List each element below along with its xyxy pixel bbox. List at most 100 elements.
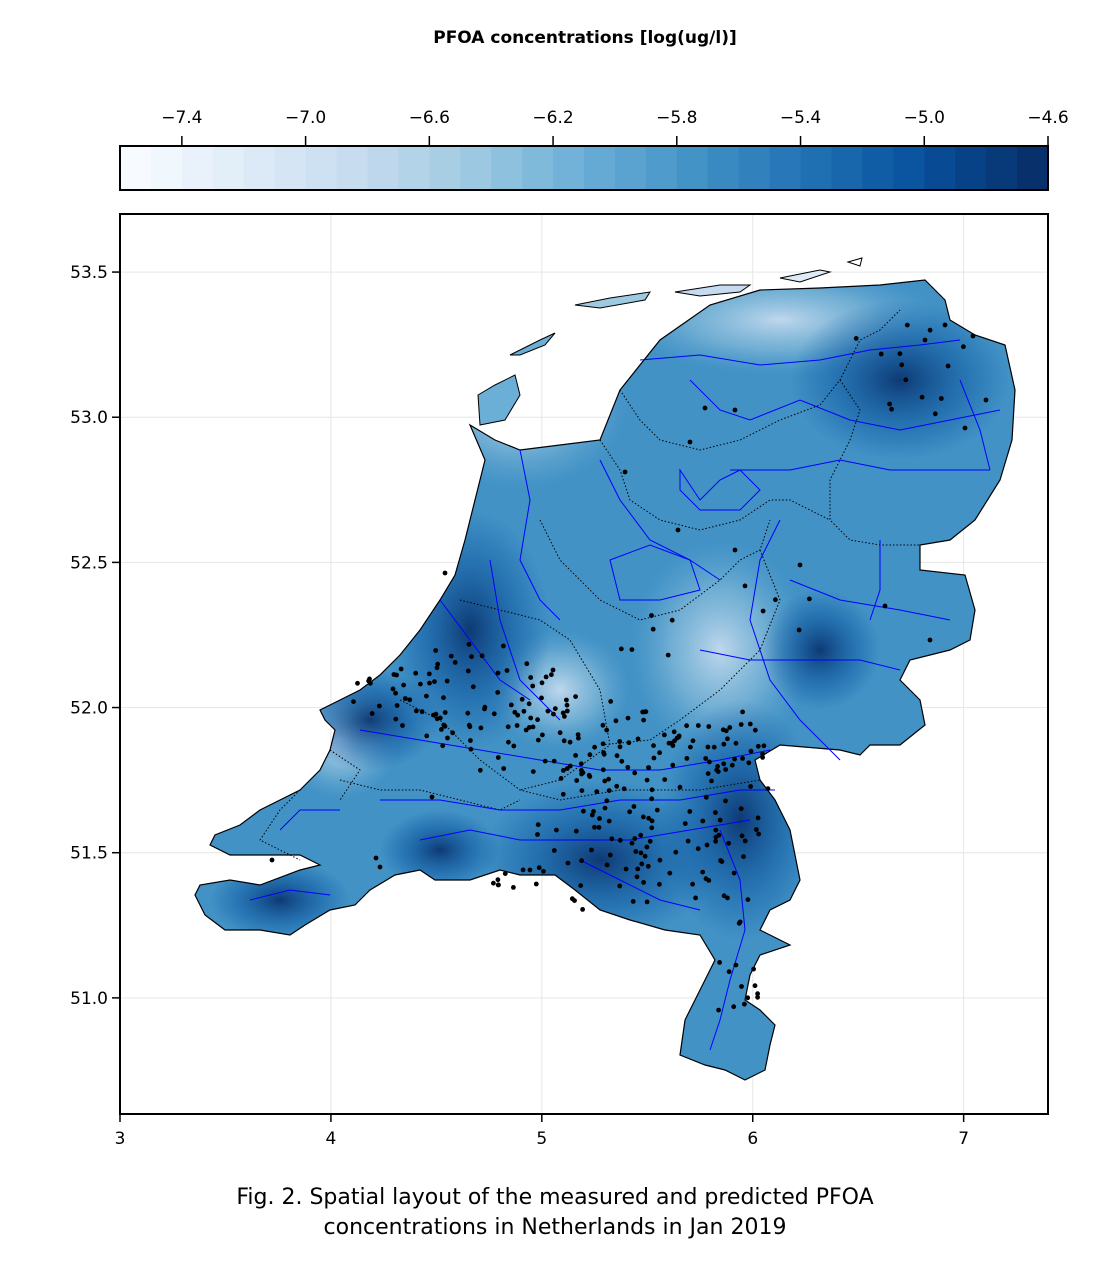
colorbar-tick-label: −7.4	[161, 108, 202, 128]
measurement-point	[567, 763, 573, 769]
measurement-point	[647, 838, 653, 844]
measurement-point	[558, 776, 564, 781]
measurement-point	[511, 885, 516, 890]
caption-line-2: concentrations in Netherlands in Jan 201…	[323, 1215, 787, 1240]
measurement-point	[641, 880, 646, 885]
colorbar-cell	[614, 146, 647, 190]
measurement-point	[706, 878, 712, 883]
measurement-point	[511, 743, 517, 749]
figure-caption: Fig. 2. Spatial layout of the measured a…	[40, 1183, 1070, 1243]
measurement-point	[440, 743, 446, 749]
measurement-point	[713, 827, 719, 833]
measurement-point	[723, 798, 728, 804]
measurement-point	[630, 899, 636, 904]
x-tick-label: 5	[536, 1129, 547, 1149]
measurement-point	[564, 708, 570, 714]
measurement-point	[713, 838, 718, 844]
y-tick-label: 52.5	[70, 553, 108, 573]
measurement-point	[431, 712, 436, 718]
measurement-point	[629, 647, 635, 652]
measurement-point	[666, 740, 672, 746]
measurement-point	[519, 696, 525, 702]
measurement-point	[609, 836, 615, 842]
measurement-point	[639, 861, 645, 867]
colorbar-cell	[1017, 146, 1049, 190]
measurement-point	[747, 721, 753, 727]
colorbar-cell	[243, 146, 276, 190]
colorbar-cells	[120, 146, 1049, 190]
measurement-point	[551, 711, 556, 717]
measurement-point	[479, 653, 485, 659]
colorbar-cell	[676, 146, 709, 190]
measurement-point	[736, 920, 742, 926]
measurement-point	[904, 322, 910, 328]
measurement-point	[752, 983, 758, 989]
measurement-point	[760, 755, 765, 760]
measurement-point	[755, 815, 761, 821]
measurement-point	[606, 788, 612, 793]
measurement-point	[705, 771, 711, 776]
measurement-point	[662, 732, 667, 738]
measurement-point	[549, 672, 554, 678]
measurement-point	[739, 833, 745, 839]
measurement-point	[402, 696, 408, 701]
measurement-point	[748, 784, 753, 789]
measurement-point	[617, 883, 623, 889]
island-vlieland	[509, 332, 556, 356]
measurement-point	[765, 786, 771, 791]
measurement-point	[797, 562, 803, 568]
measurement-point	[687, 809, 693, 814]
measurement-point	[606, 818, 612, 824]
measurement-points	[269, 322, 989, 1013]
measurement-point	[515, 712, 521, 718]
measurement-point	[592, 824, 597, 830]
colorbar-cell	[305, 146, 338, 190]
measurement-point	[649, 796, 655, 802]
measurement-point	[649, 818, 655, 824]
measurement-point	[677, 784, 683, 790]
measurement-point	[602, 778, 608, 784]
measurement-point	[706, 724, 712, 729]
measurement-point	[690, 738, 696, 744]
measurement-point	[745, 897, 751, 902]
measurement-point	[742, 838, 748, 844]
measurement-point	[526, 701, 532, 707]
measurement-point	[633, 849, 639, 854]
measurement-point	[600, 767, 606, 773]
measurement-point	[773, 597, 778, 603]
measurement-point	[738, 806, 744, 812]
colorbar-cell	[769, 146, 802, 190]
measurement-point	[640, 814, 646, 820]
measurement-point	[725, 736, 730, 742]
measurement-point	[618, 646, 624, 652]
measurement-point	[739, 984, 744, 989]
colorbar-cell	[429, 146, 461, 190]
measurement-point	[619, 758, 625, 764]
measurement-point	[419, 709, 425, 715]
measurement-point	[545, 708, 551, 714]
measurement-point	[506, 739, 511, 745]
measurement-point	[445, 735, 450, 741]
measurement-point	[512, 709, 518, 715]
colorbar-cell	[584, 146, 616, 190]
measurement-point	[439, 727, 444, 732]
caption-line-1: Fig. 2. Spatial layout of the measured a…	[236, 1185, 874, 1210]
measurement-point	[514, 723, 520, 728]
measurement-point	[796, 627, 802, 633]
measurement-point	[634, 874, 640, 880]
measurement-point	[465, 710, 471, 716]
measurement-point	[564, 697, 569, 703]
measurement-point	[477, 767, 483, 773]
measurement-point	[573, 828, 579, 834]
measurement-point	[927, 327, 933, 333]
measurement-point	[760, 751, 765, 757]
colorbar-cell	[336, 146, 369, 190]
measurement-point	[715, 764, 720, 769]
measurement-point	[684, 756, 690, 761]
measurement-point	[721, 761, 727, 767]
measurement-point	[468, 738, 473, 743]
province-borders	[259, 309, 920, 861]
measurement-point	[502, 871, 508, 876]
measurement-point	[684, 723, 689, 729]
measurement-point	[394, 672, 399, 678]
